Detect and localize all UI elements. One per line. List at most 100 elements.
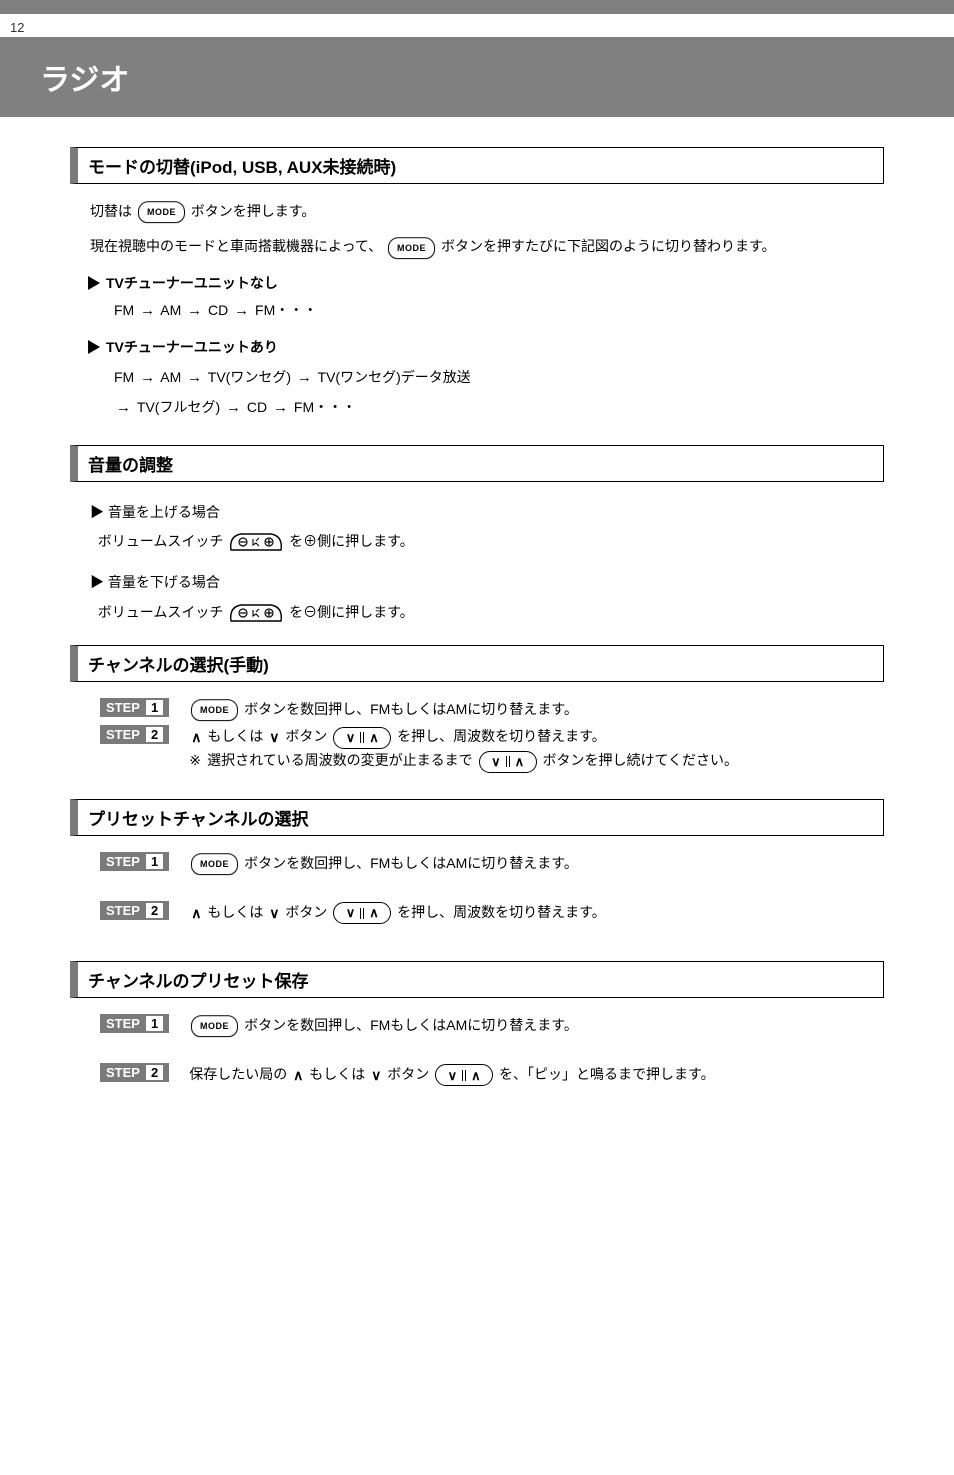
step-num: 2	[146, 727, 163, 742]
arrow-icon: →	[187, 302, 202, 319]
step-badge: STEP 2	[100, 1063, 169, 1082]
tune-button-icon: ∨∧	[333, 727, 391, 749]
vol-down-text: を⊖側に押します。	[289, 604, 414, 620]
vol-up-text: を⊕側に押します。	[289, 533, 414, 549]
save-step1-text: ボタンを数回押し、FMもしくはAMに切り替えます。	[244, 1017, 578, 1033]
section-channel-manual-header: チャンネルの選択(手動)	[70, 645, 884, 682]
manual-step2: STEP2 ∧ もしくは ∨ ボタン ∨∧ を押し、周波数を切り替えます。 ※ …	[100, 725, 884, 772]
mode-sub2-label: TVチューナーユニットあり	[106, 337, 278, 357]
arrow-icon: →	[234, 302, 249, 319]
mode-button-icon: MODE	[137, 202, 185, 224]
seq-item: FM	[114, 369, 134, 385]
mode-p2: 現在視聴中のモードと車両搭載機器によって、 MODE ボタンを押すたびに下記図の…	[90, 235, 864, 258]
section-mode-header: モードの切替(iPod, USB, AUX未接続時)	[70, 147, 884, 184]
manual-step1-text: ボタンを数回押し、FMもしくはAMに切り替えます。	[244, 701, 578, 717]
arrow-icon: →	[297, 369, 312, 386]
step-label: STEP	[106, 903, 140, 918]
step-text: MODE ボタンを数回押し、FMもしくはAMに切り替えます。	[189, 852, 884, 875]
mode-sub2: TVチューナーユニットあり	[88, 337, 884, 357]
seq-item: TV(ワンセグ)データ放送	[318, 369, 471, 385]
seq-item: FM・・・	[294, 399, 356, 415]
mode-p2-a: 現在視聴中のモードと車両搭載機器によって、	[90, 238, 382, 254]
step-num: 1	[146, 700, 163, 715]
save-step2: STEP 2 保存したい局の ∧ もしくは ∨ ボタン ∨∧ を、「ピッ」と鳴るま…	[100, 1063, 884, 1087]
mode-p2-b: ボタンを押すたびに下記図のように切り替わります。	[441, 238, 776, 254]
step-text: MODE ボタンを数回押し、FMもしくはAMに切り替えます。	[189, 698, 884, 721]
step-label: STEP	[106, 1016, 140, 1031]
chevron-up-icon: ∧	[191, 726, 201, 749]
seq-item: AM	[160, 302, 181, 318]
seq-item: AM	[160, 369, 181, 385]
arrow-icon: →	[116, 399, 131, 416]
step-label: STEP	[106, 854, 140, 869]
tune-button-icon: ∨∧	[333, 902, 391, 924]
step-text: 保存したい局の ∧ もしくは ∨ ボタン ∨∧ を、「ピッ」と鳴るまで押します。	[189, 1063, 884, 1087]
step-label: STEP	[106, 1065, 140, 1080]
save-step2-a: 保存したい局の	[189, 1066, 287, 1082]
or-label: もしくは	[207, 904, 263, 920]
mode-button-icon: MODE	[388, 237, 436, 259]
tune-button-icon: ∨∧	[435, 1064, 493, 1086]
vol-up-label: ▶ 音量を上げる場合	[90, 504, 220, 520]
volume-switch-icon	[227, 530, 285, 554]
section-volume-header: 音量の調整	[70, 445, 884, 482]
seq-item: FM	[114, 302, 134, 318]
asterisk-icon: ※	[189, 749, 203, 772]
preset-step2: STEP2 ∧ もしくは ∨ ボタン ∨∧ を押し、周波数を切り替えます。	[100, 901, 884, 925]
section-channel-save-header: チャンネルのプリセット保存	[70, 961, 884, 998]
mode-p1-b: ボタンを押します。	[191, 203, 316, 219]
seq-item: TV(ワンセグ)	[208, 369, 291, 385]
btn-label: ボタン	[387, 1066, 429, 1082]
step-badge: STEP 1	[100, 852, 169, 871]
chevron-down-icon: ∨	[269, 902, 279, 925]
page-number: 12	[0, 14, 954, 37]
preset-step1-text: ボタンを数回押し、FMもしくはAMに切り替えます。	[244, 855, 578, 871]
mode-p1-a: 切替は	[90, 203, 132, 219]
volume-up: ▶ 音量を上げる場合 ボリュームスイッチ を⊕側に押します。	[90, 498, 864, 557]
vol-label: ボリュームスイッチ	[98, 604, 224, 620]
btn-label: ボタン	[285, 728, 327, 744]
mode-button-icon: MODE	[191, 1015, 239, 1037]
manual-step2-text: を押し、周波数を切り替えます。	[397, 728, 606, 744]
triangle-icon	[88, 340, 100, 354]
chevron-up-icon: ∧	[191, 902, 201, 925]
step-num: 2	[146, 1065, 163, 1080]
step-badge: STEP2	[100, 901, 169, 920]
arrow-icon: →	[226, 399, 241, 416]
vol-down-label: ▶ 音量を下げる場合	[90, 574, 220, 590]
step-num: 1	[146, 1016, 163, 1031]
arrow-icon: →	[187, 369, 202, 386]
manual-note: 選択されている周波数の変更が止まるまで	[207, 752, 473, 768]
step-num: 1	[146, 854, 163, 869]
seq-item: CD	[247, 399, 267, 415]
chevron-up-icon: ∧	[293, 1064, 303, 1087]
save-step2-text: を、「ピッ」と鳴るまで押します。	[499, 1066, 715, 1082]
or-label: もしくは	[309, 1066, 365, 1082]
mode-p1: 切替は MODE ボタンを押します。	[90, 200, 864, 223]
arrow-icon: →	[273, 399, 288, 416]
mode-sub1-label: TVチューナーユニットなし	[106, 273, 278, 293]
step-badge: STEP 2	[100, 725, 169, 744]
page-title: ラジオ	[40, 55, 914, 99]
preset-step2-text: を押し、周波数を切り替えます。	[397, 904, 606, 920]
mode-seq1: FM → AM → CD → FM・・・	[114, 299, 864, 323]
chevron-down-icon: ∨	[269, 726, 279, 749]
step-badge: STEP 1	[100, 1014, 169, 1033]
seq-item: FM・・・	[255, 302, 317, 318]
step-text: ∧ もしくは ∨ ボタン ∨∧ を押し、周波数を切り替えます。	[189, 901, 884, 925]
arrow-icon: →	[140, 369, 155, 386]
vol-label: ボリュームスイッチ	[98, 533, 224, 549]
triangle-icon	[88, 276, 100, 290]
step-label: STEP	[106, 700, 140, 715]
seq-item: CD	[208, 302, 228, 318]
header-bar	[0, 0, 954, 14]
mode-button-icon: MODE	[191, 853, 239, 875]
manual-step1: STEP 1 MODE ボタンを数回押し、FMもしくはAMに切り替えます。	[100, 698, 884, 721]
chevron-down-icon: ∨	[371, 1064, 381, 1087]
step-label: STEP	[106, 727, 140, 742]
tune-button-icon: ∨∧	[479, 751, 537, 773]
or-label: もしくは	[207, 728, 263, 744]
save-step1: STEP 1 MODE ボタンを数回押し、FMもしくはAMに切り替えます。	[100, 1014, 884, 1037]
arrow-icon: →	[140, 302, 155, 319]
title-section: ラジオ	[0, 37, 954, 117]
